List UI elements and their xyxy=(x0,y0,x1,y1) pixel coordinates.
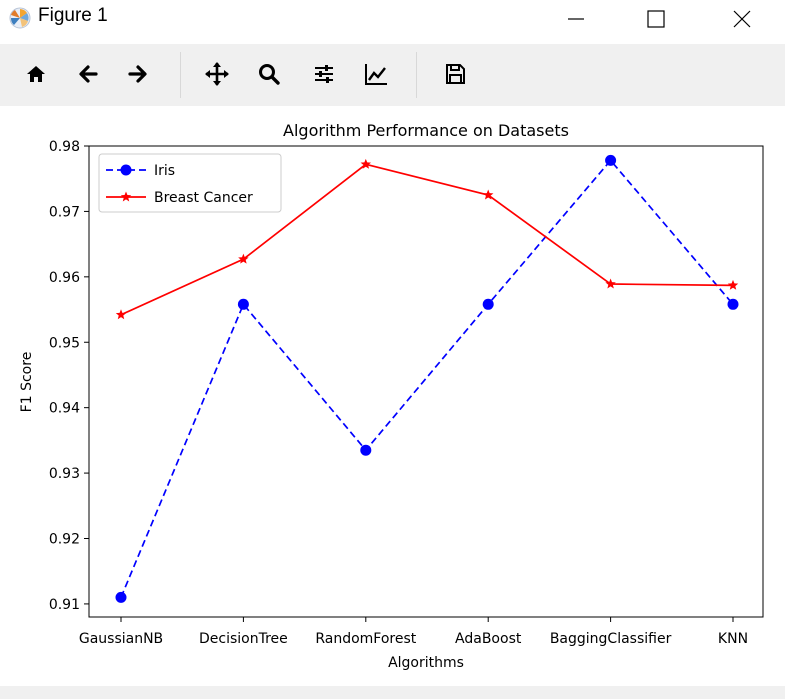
pan-button[interactable] xyxy=(199,56,235,92)
y-tick-label: 0.95 xyxy=(49,335,80,351)
floppy-disk-icon xyxy=(446,64,465,84)
arrow-left-icon xyxy=(79,65,98,83)
x-tick-label: RandomForest xyxy=(315,631,416,647)
back-button[interactable] xyxy=(70,56,106,92)
data-point xyxy=(237,298,249,310)
x-tick-label: AdaBoost xyxy=(455,631,522,647)
minimize-button[interactable] xyxy=(546,0,606,38)
toolbar-separator xyxy=(416,52,417,98)
matplotlib-logo-icon xyxy=(9,7,31,29)
y-tick-label: 0.93 xyxy=(49,466,80,482)
edit-axis-button[interactable] xyxy=(358,56,394,92)
y-tick-label: 0.92 xyxy=(49,532,80,548)
plot-area xyxy=(88,145,764,618)
forward-button[interactable] xyxy=(120,56,156,92)
figure-canvas[interactable]: Algorithm Performance on Datasets 0.910.… xyxy=(0,106,785,686)
data-point xyxy=(727,298,739,310)
x-tick-label: GaussianNB xyxy=(79,631,163,647)
move-arrows-icon xyxy=(205,62,229,86)
home-icon xyxy=(27,66,45,82)
data-point xyxy=(482,189,494,200)
legend-label: Iris xyxy=(154,163,175,179)
chart-title: Algorithm Performance on Datasets xyxy=(283,121,569,140)
axes-frame xyxy=(88,145,764,618)
y-tick-label: 0.96 xyxy=(49,270,80,286)
series-iris xyxy=(115,154,739,603)
x-tick-label: DecisionTree xyxy=(199,631,288,647)
line-chart-icon xyxy=(365,64,387,85)
subplots-button[interactable] xyxy=(306,56,342,92)
data-point xyxy=(482,298,494,310)
magnifier-icon xyxy=(259,64,280,85)
home-button[interactable] xyxy=(18,56,54,92)
legend: Iris Breast Cancer xyxy=(98,153,282,213)
data-point xyxy=(727,279,739,290)
sliders-icon xyxy=(315,65,333,83)
data-point xyxy=(360,158,372,169)
y-axis: 0.91 0.92 0.93 0.94 0.95 0.96 0.97 0.98 xyxy=(49,139,89,613)
data-point xyxy=(605,154,617,166)
navigation-toolbar xyxy=(0,44,785,106)
close-button[interactable] xyxy=(712,0,772,38)
save-button[interactable] xyxy=(437,56,473,92)
y-tick-label: 0.94 xyxy=(49,401,80,417)
data-point xyxy=(360,444,372,456)
x-tick-label: KNN xyxy=(718,631,748,647)
maximize-icon xyxy=(647,10,665,28)
zoom-button[interactable] xyxy=(251,56,287,92)
legend-label: Breast Cancer xyxy=(154,190,253,206)
x-axis: GaussianNB DecisionTree RandomForest AdaBoo… xyxy=(79,617,748,647)
data-point xyxy=(115,309,127,320)
window-title: Figure 1 xyxy=(38,5,108,26)
legend-marker xyxy=(120,191,132,202)
data-point xyxy=(605,278,616,289)
toolbar-separator xyxy=(180,52,181,98)
legend-marker xyxy=(120,164,132,176)
status-bar xyxy=(0,686,785,699)
y-axis-label: F1 Score xyxy=(19,352,35,413)
data-point xyxy=(115,591,127,603)
series-breast-cancer xyxy=(115,158,739,320)
arrow-right-icon xyxy=(128,65,147,83)
y-tick-label: 0.91 xyxy=(49,597,80,613)
close-icon xyxy=(733,10,751,28)
x-tick-label: BaggingClassifier xyxy=(550,631,672,647)
series-line xyxy=(120,159,734,598)
window-titlebar: Figure 1 xyxy=(0,0,785,38)
y-tick-label: 0.98 xyxy=(49,139,80,155)
series-line xyxy=(120,163,734,316)
series-layer xyxy=(115,154,739,603)
y-tick-label: 0.97 xyxy=(49,204,80,220)
minimize-icon xyxy=(568,18,584,20)
maximize-button[interactable] xyxy=(626,0,686,38)
data-point xyxy=(238,253,249,264)
x-axis-label: Algorithms xyxy=(388,655,464,671)
